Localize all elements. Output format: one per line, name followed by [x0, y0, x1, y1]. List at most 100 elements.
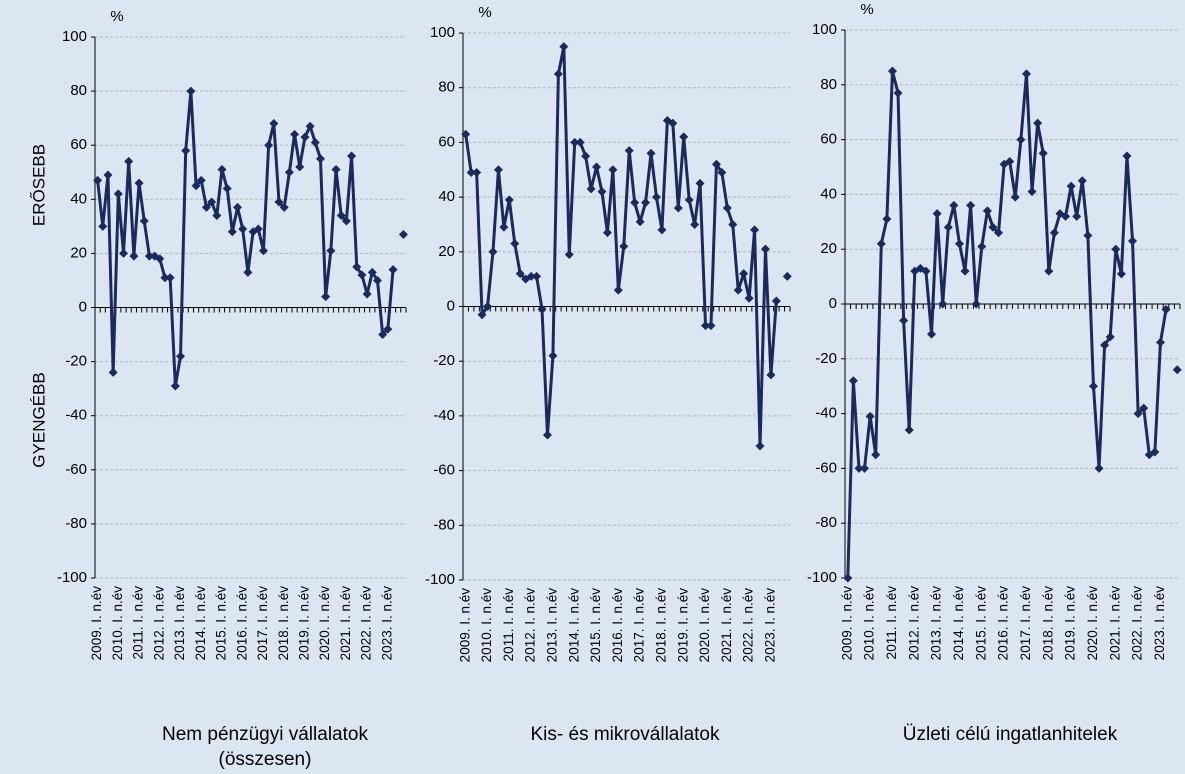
data-marker — [904, 425, 914, 435]
data-marker — [882, 214, 892, 224]
data-marker — [362, 289, 372, 299]
x-tick-label: 2015. I. n.év — [214, 586, 229, 661]
data-marker — [871, 450, 881, 460]
data-marker — [722, 203, 732, 213]
x-tick-label: 2013. I. n.év — [172, 586, 187, 661]
data-marker — [315, 154, 325, 164]
y-tick-label: -60 — [65, 461, 87, 478]
data-marker — [739, 269, 749, 279]
data-marker — [927, 329, 937, 339]
x-tick-label: 2022. I. n.év — [359, 586, 374, 661]
data-marker — [943, 222, 953, 232]
data-marker — [597, 187, 607, 197]
data-marker — [1094, 463, 1104, 473]
data-marker — [300, 132, 310, 142]
data-marker — [668, 118, 678, 128]
data-marker — [347, 151, 357, 161]
data-marker — [352, 262, 362, 272]
data-marker — [548, 351, 558, 361]
data-marker — [160, 273, 170, 283]
data-marker — [1088, 381, 1098, 391]
data-marker — [966, 200, 976, 210]
data-marker — [613, 285, 623, 295]
data-marker — [108, 367, 118, 377]
data-marker — [728, 219, 738, 229]
y-tick-label: -100 — [57, 569, 87, 586]
data-marker — [1072, 211, 1082, 221]
data-marker — [624, 146, 634, 156]
data-marker — [854, 463, 864, 473]
data-marker — [848, 376, 858, 386]
y-tick-label: -60 — [815, 459, 837, 476]
data-marker — [542, 430, 552, 440]
y-tick-label: -20 — [815, 350, 837, 367]
data-marker — [526, 271, 536, 281]
x-tick-label: 2016. I. n.év — [996, 586, 1011, 661]
data-marker — [586, 184, 596, 194]
x-tick-label: 2013. I. n.év — [544, 588, 559, 663]
data-marker — [755, 441, 765, 451]
data-marker — [1105, 332, 1115, 342]
data-marker — [191, 181, 201, 191]
data-marker — [570, 137, 580, 147]
x-tick-label: 2019. I. n.év — [296, 586, 311, 661]
y-tick-label: -100 — [425, 571, 455, 588]
data-marker — [1021, 69, 1031, 79]
y-tick-label: 0 — [829, 295, 837, 312]
data-marker — [488, 247, 498, 257]
data-marker — [581, 151, 591, 161]
data-marker — [269, 119, 279, 129]
data-marker — [378, 330, 388, 340]
y-tick-label: 60 — [820, 131, 837, 148]
data-marker — [679, 132, 689, 142]
y-tick-label: 20 — [438, 243, 455, 260]
x-tick-label: 2014. I. n.év — [566, 588, 581, 663]
data-marker — [1116, 269, 1126, 279]
data-marker — [893, 88, 903, 98]
data-marker — [310, 137, 320, 147]
stronger-label: ERŐSEBB — [29, 144, 48, 226]
data-marker — [843, 573, 853, 583]
data-marker — [196, 175, 206, 185]
data-marker — [227, 227, 237, 237]
data-marker — [466, 167, 476, 177]
data-marker — [274, 197, 284, 207]
data-marker — [170, 381, 180, 391]
chart-title: Üzleti célú ingatlanhitelek — [903, 724, 1118, 745]
chart-title: Kis- és mikrovállalatok — [531, 724, 720, 745]
data-marker — [176, 351, 186, 361]
data-marker — [949, 200, 959, 210]
data-marker — [483, 302, 493, 311]
data-marker — [760, 244, 770, 254]
y-tick-label: -80 — [433, 516, 455, 533]
x-tick-label: 2018. I. n.év — [653, 588, 668, 663]
data-marker — [1005, 157, 1015, 167]
data-marker — [155, 254, 165, 264]
x-tick-label: 2022. I. n.év — [741, 588, 756, 663]
x-tick-label: 2018. I. n.év — [1040, 586, 1055, 661]
data-marker — [750, 225, 760, 235]
data-marker — [860, 463, 870, 473]
data-marker — [766, 370, 776, 380]
x-tick-label: 2011. I. n.év — [884, 586, 899, 660]
data-marker — [129, 251, 139, 261]
data-marker — [98, 221, 108, 231]
chart-title: Nem pénzügyi vállalatok — [162, 724, 368, 745]
data-marker — [717, 167, 727, 177]
data-marker — [279, 202, 289, 212]
data-marker — [290, 129, 300, 139]
data-marker — [510, 239, 520, 249]
x-tick-label: 2020. I. n.év — [697, 588, 712, 663]
data-marker — [398, 229, 408, 239]
x-tick-label: 2009. I. n.év — [457, 588, 472, 663]
data-marker — [592, 162, 602, 172]
x-tick-label: 2014. I. n.év — [951, 586, 966, 661]
x-tick-label: 2012. I. n.év — [906, 586, 921, 661]
data-marker — [537, 304, 547, 314]
data-marker — [472, 167, 482, 177]
data-marker — [243, 267, 253, 277]
x-tick-label: 2020. I. n.év — [317, 586, 332, 661]
x-tick-label: 2013. I. n.év — [929, 586, 944, 661]
data-marker — [887, 66, 897, 76]
